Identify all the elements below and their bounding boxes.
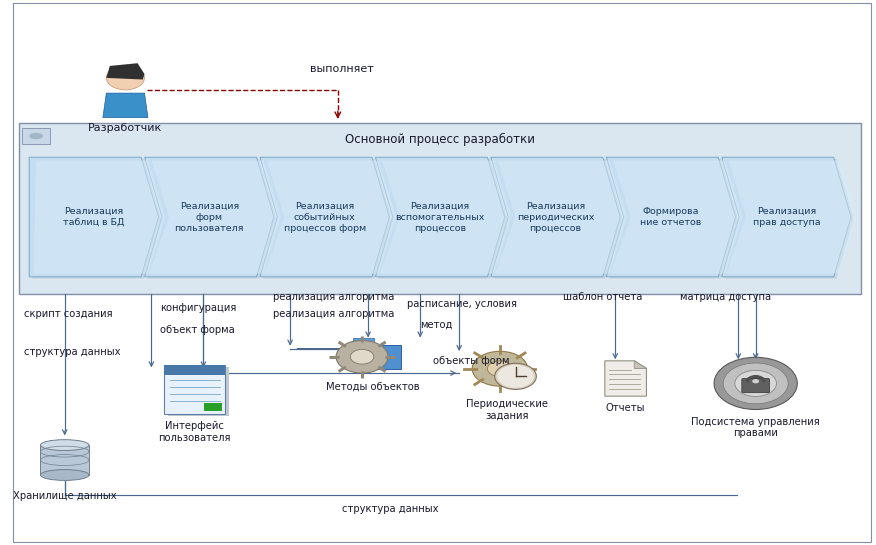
Text: выполняет: выполняет xyxy=(310,64,374,74)
Circle shape xyxy=(336,341,388,373)
FancyBboxPatch shape xyxy=(165,365,225,414)
FancyBboxPatch shape xyxy=(22,129,50,144)
FancyBboxPatch shape xyxy=(353,338,374,344)
Text: Разработчик: Разработчик xyxy=(88,123,163,133)
Text: метод: метод xyxy=(420,319,453,330)
Polygon shape xyxy=(722,158,851,277)
Polygon shape xyxy=(149,161,281,274)
Ellipse shape xyxy=(40,440,89,451)
Text: шаблон отчета: шаблон отчета xyxy=(563,293,643,302)
Polygon shape xyxy=(604,361,646,396)
FancyBboxPatch shape xyxy=(204,403,222,411)
Text: Реализация
форм
пользователя: Реализация форм пользователя xyxy=(174,202,244,233)
Circle shape xyxy=(487,361,512,377)
Text: Подсистема управления
правами: Подсистема управления правами xyxy=(691,416,820,438)
Polygon shape xyxy=(493,159,623,278)
FancyBboxPatch shape xyxy=(742,379,769,392)
Polygon shape xyxy=(33,161,166,274)
Text: объекты форм: объекты форм xyxy=(433,356,510,366)
Ellipse shape xyxy=(29,133,43,140)
Polygon shape xyxy=(491,158,620,277)
Polygon shape xyxy=(102,93,148,118)
Polygon shape xyxy=(106,63,145,80)
Polygon shape xyxy=(32,159,161,278)
Ellipse shape xyxy=(40,470,89,481)
Polygon shape xyxy=(145,158,274,277)
Text: Интерфейс
пользователя: Интерфейс пользователя xyxy=(159,421,231,443)
Text: Реализация
периодических
процессов: Реализация периодических процессов xyxy=(517,202,594,233)
Polygon shape xyxy=(147,159,277,278)
Text: Формирова
ние отчетов: Формирова ние отчетов xyxy=(640,207,702,227)
Circle shape xyxy=(495,364,536,389)
Text: объект форма: объект форма xyxy=(160,325,235,335)
Circle shape xyxy=(744,376,767,391)
FancyBboxPatch shape xyxy=(353,344,400,369)
Text: Реализация
событийных
процессов форм: Реализация событийных процессов форм xyxy=(284,202,366,233)
Text: конфигурация: конфигурация xyxy=(160,303,237,313)
Text: расписание, условия: расписание, условия xyxy=(407,299,517,310)
Polygon shape xyxy=(634,361,646,368)
Circle shape xyxy=(752,379,759,383)
Polygon shape xyxy=(724,159,853,278)
Text: Отчеты: Отчеты xyxy=(606,403,646,413)
Circle shape xyxy=(350,349,374,364)
Polygon shape xyxy=(495,161,627,274)
Polygon shape xyxy=(609,159,738,278)
Circle shape xyxy=(735,371,776,396)
Text: реализация алгоритма: реализация алгоритма xyxy=(272,293,394,302)
Polygon shape xyxy=(726,161,858,274)
Circle shape xyxy=(472,352,527,386)
Polygon shape xyxy=(263,159,392,278)
Polygon shape xyxy=(380,161,512,274)
FancyBboxPatch shape xyxy=(168,367,229,416)
Polygon shape xyxy=(378,159,507,278)
Polygon shape xyxy=(606,158,736,277)
Polygon shape xyxy=(265,161,396,274)
FancyBboxPatch shape xyxy=(40,445,89,475)
Circle shape xyxy=(714,358,797,409)
Text: Периодические
задания: Периодические задания xyxy=(466,398,548,420)
Polygon shape xyxy=(611,161,743,274)
Text: Реализация
прав доступа: Реализация прав доступа xyxy=(752,207,820,227)
Text: реализация алгоритма: реализация алгоритма xyxy=(272,308,394,319)
Circle shape xyxy=(724,363,788,404)
Polygon shape xyxy=(260,158,389,277)
Text: матрица доступа: матрица доступа xyxy=(681,293,772,302)
Polygon shape xyxy=(376,158,505,277)
Circle shape xyxy=(498,365,533,388)
Text: Реализация
таблиц в БД: Реализация таблиц в БД xyxy=(63,207,124,227)
Text: Основной процесс разработки: Основной процесс разработки xyxy=(345,133,535,146)
Text: Реализация
вспомогательных
процессов: Реализация вспомогательных процессов xyxy=(395,202,484,233)
Text: Хранилище данных: Хранилище данных xyxy=(13,491,117,501)
FancyBboxPatch shape xyxy=(165,365,225,375)
Text: структура данных: структура данных xyxy=(342,505,438,514)
FancyBboxPatch shape xyxy=(18,123,861,294)
Text: скрипт создания: скрипт создания xyxy=(24,308,113,319)
Text: Методы объектов: Методы объектов xyxy=(326,381,420,391)
Circle shape xyxy=(106,66,145,90)
Polygon shape xyxy=(29,158,159,277)
Text: структура данных: структура данных xyxy=(24,347,121,357)
